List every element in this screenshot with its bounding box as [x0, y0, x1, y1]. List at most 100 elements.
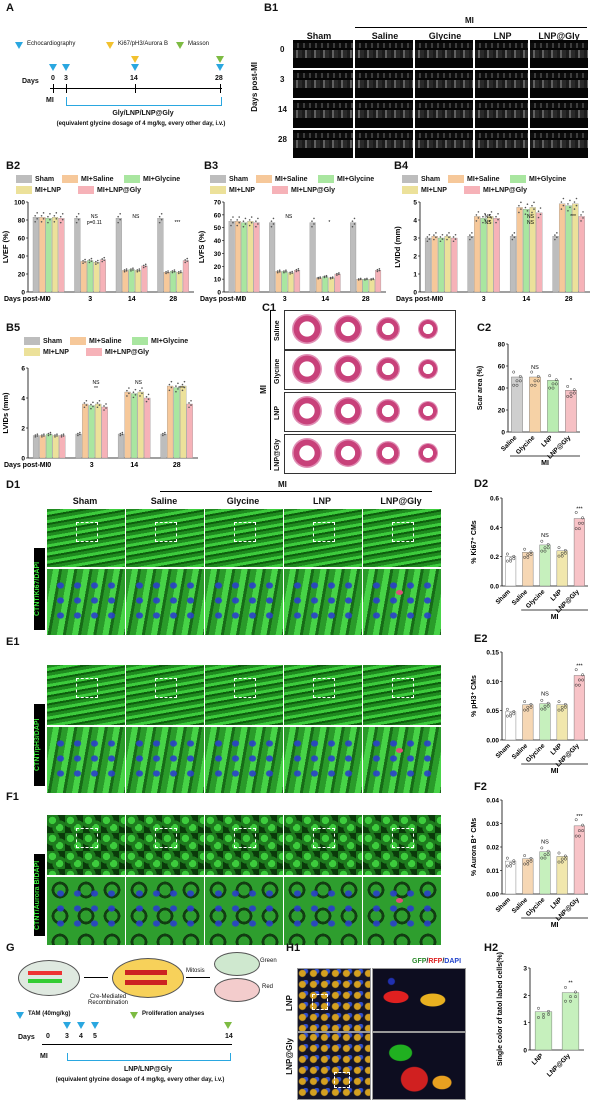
data-point [526, 859, 530, 863]
data-point [572, 391, 576, 395]
significance-label: *** [576, 814, 583, 820]
x-tick-label: 3 [482, 296, 486, 303]
data-point [276, 270, 279, 272]
data-point [183, 380, 186, 383]
data-point [563, 548, 567, 552]
data-point [36, 212, 38, 214]
data-point [505, 559, 509, 563]
nucleus-dots [368, 736, 434, 782]
data-point [177, 382, 179, 385]
echo-image [293, 100, 353, 128]
data-point [180, 271, 182, 274]
data-point [55, 217, 58, 220]
data-point [523, 700, 527, 704]
data-point [130, 270, 132, 272]
legend-text: MI+Saline [89, 337, 122, 345]
bar-scar [511, 376, 523, 433]
data-point [471, 232, 473, 234]
legend-item-saline: MI+Saline [256, 175, 307, 183]
data-point [353, 217, 356, 220]
data-point [325, 276, 328, 278]
data-point [55, 212, 58, 214]
bar-lvfs [368, 278, 375, 293]
bar-lvids [95, 403, 102, 459]
data-point [180, 270, 182, 272]
data-point [446, 234, 448, 236]
mi-group-label: MI [551, 922, 559, 929]
data-point [426, 236, 429, 238]
significance-label: NS [485, 220, 493, 226]
legend-item-glycine: MI+Glycine [318, 175, 374, 183]
data-point [171, 270, 174, 272]
bar-lvids [32, 435, 40, 459]
data-point [526, 203, 529, 206]
tam-day4-icon [77, 1022, 85, 1029]
data-point [338, 272, 340, 274]
legend-text: Sham [229, 175, 249, 183]
row-label-c1: LNP [274, 406, 281, 420]
data-point [42, 212, 45, 214]
chart-lvfs: 70 60 50 40 30 20 10 0 0 3 14 28 Days post-MI LVFS (%… [197, 200, 386, 303]
data-point [139, 395, 141, 397]
data-point [573, 201, 576, 203]
zoom-box [313, 828, 335, 848]
data-point [178, 271, 180, 273]
data-point [77, 434, 79, 437]
bar-ph3 [556, 704, 568, 741]
legend-text: MI+LNP@Gly [97, 186, 141, 194]
data-point [242, 220, 245, 222]
data-point [96, 402, 99, 404]
data-point [512, 370, 516, 374]
data-point [190, 404, 192, 406]
data-point [139, 389, 141, 392]
data-point [97, 262, 99, 264]
data-point [53, 215, 56, 217]
mi-bracket-c1 [270, 310, 271, 470]
y-tick-label: 0.05 [486, 708, 499, 715]
day-28-a: 28 [215, 75, 223, 82]
data-point [244, 217, 247, 220]
y-tick-label: 2 [413, 254, 417, 261]
data-point [168, 389, 171, 392]
data-point [529, 705, 533, 709]
y-tick-label: 50 [214, 225, 222, 232]
data-point [562, 204, 565, 207]
heart-section [292, 396, 322, 426]
bar-lvidd [473, 216, 481, 293]
legend-swatch [448, 175, 464, 183]
legend-text: MI+Glycine [143, 175, 181, 183]
data-point [134, 388, 137, 391]
data-point [79, 433, 81, 436]
bar-lvfs [234, 221, 241, 293]
chart-singlecolor: 3 2 1 0 ** LNP LNP@Gly Single color of tatol la… [497, 952, 584, 1079]
data-point [158, 215, 161, 218]
bar-lvids [180, 385, 187, 459]
bar-lvfs [356, 278, 363, 293]
data-point [497, 212, 499, 215]
bar-lvef [80, 261, 87, 293]
nucleus-dots [52, 578, 118, 624]
bar-lvfs [309, 222, 316, 293]
echo-day3-icon [62, 64, 70, 71]
stain-label: CTNT/Aurora B/DAPI [34, 854, 45, 936]
data-point [117, 221, 119, 224]
legend-swatch [510, 175, 526, 183]
data-point [125, 268, 128, 270]
legend-text: MI+LNP@Gly [483, 186, 527, 194]
nucleus-dots [289, 886, 355, 934]
bar-lvef [163, 272, 170, 293]
data-point [536, 379, 540, 383]
bar-lvfs [269, 222, 276, 293]
y-tick-label: 1 [413, 272, 417, 279]
legend-swatch [402, 186, 418, 194]
data-point [132, 391, 135, 394]
panel-label-b5: B5 [6, 322, 21, 334]
significance-label: NS [285, 214, 293, 220]
tam-marker-icon [16, 1012, 24, 1019]
data-point [82, 259, 84, 262]
data-point [160, 212, 163, 215]
fluor-lnp-overview [297, 968, 371, 1032]
data-point [311, 220, 313, 222]
